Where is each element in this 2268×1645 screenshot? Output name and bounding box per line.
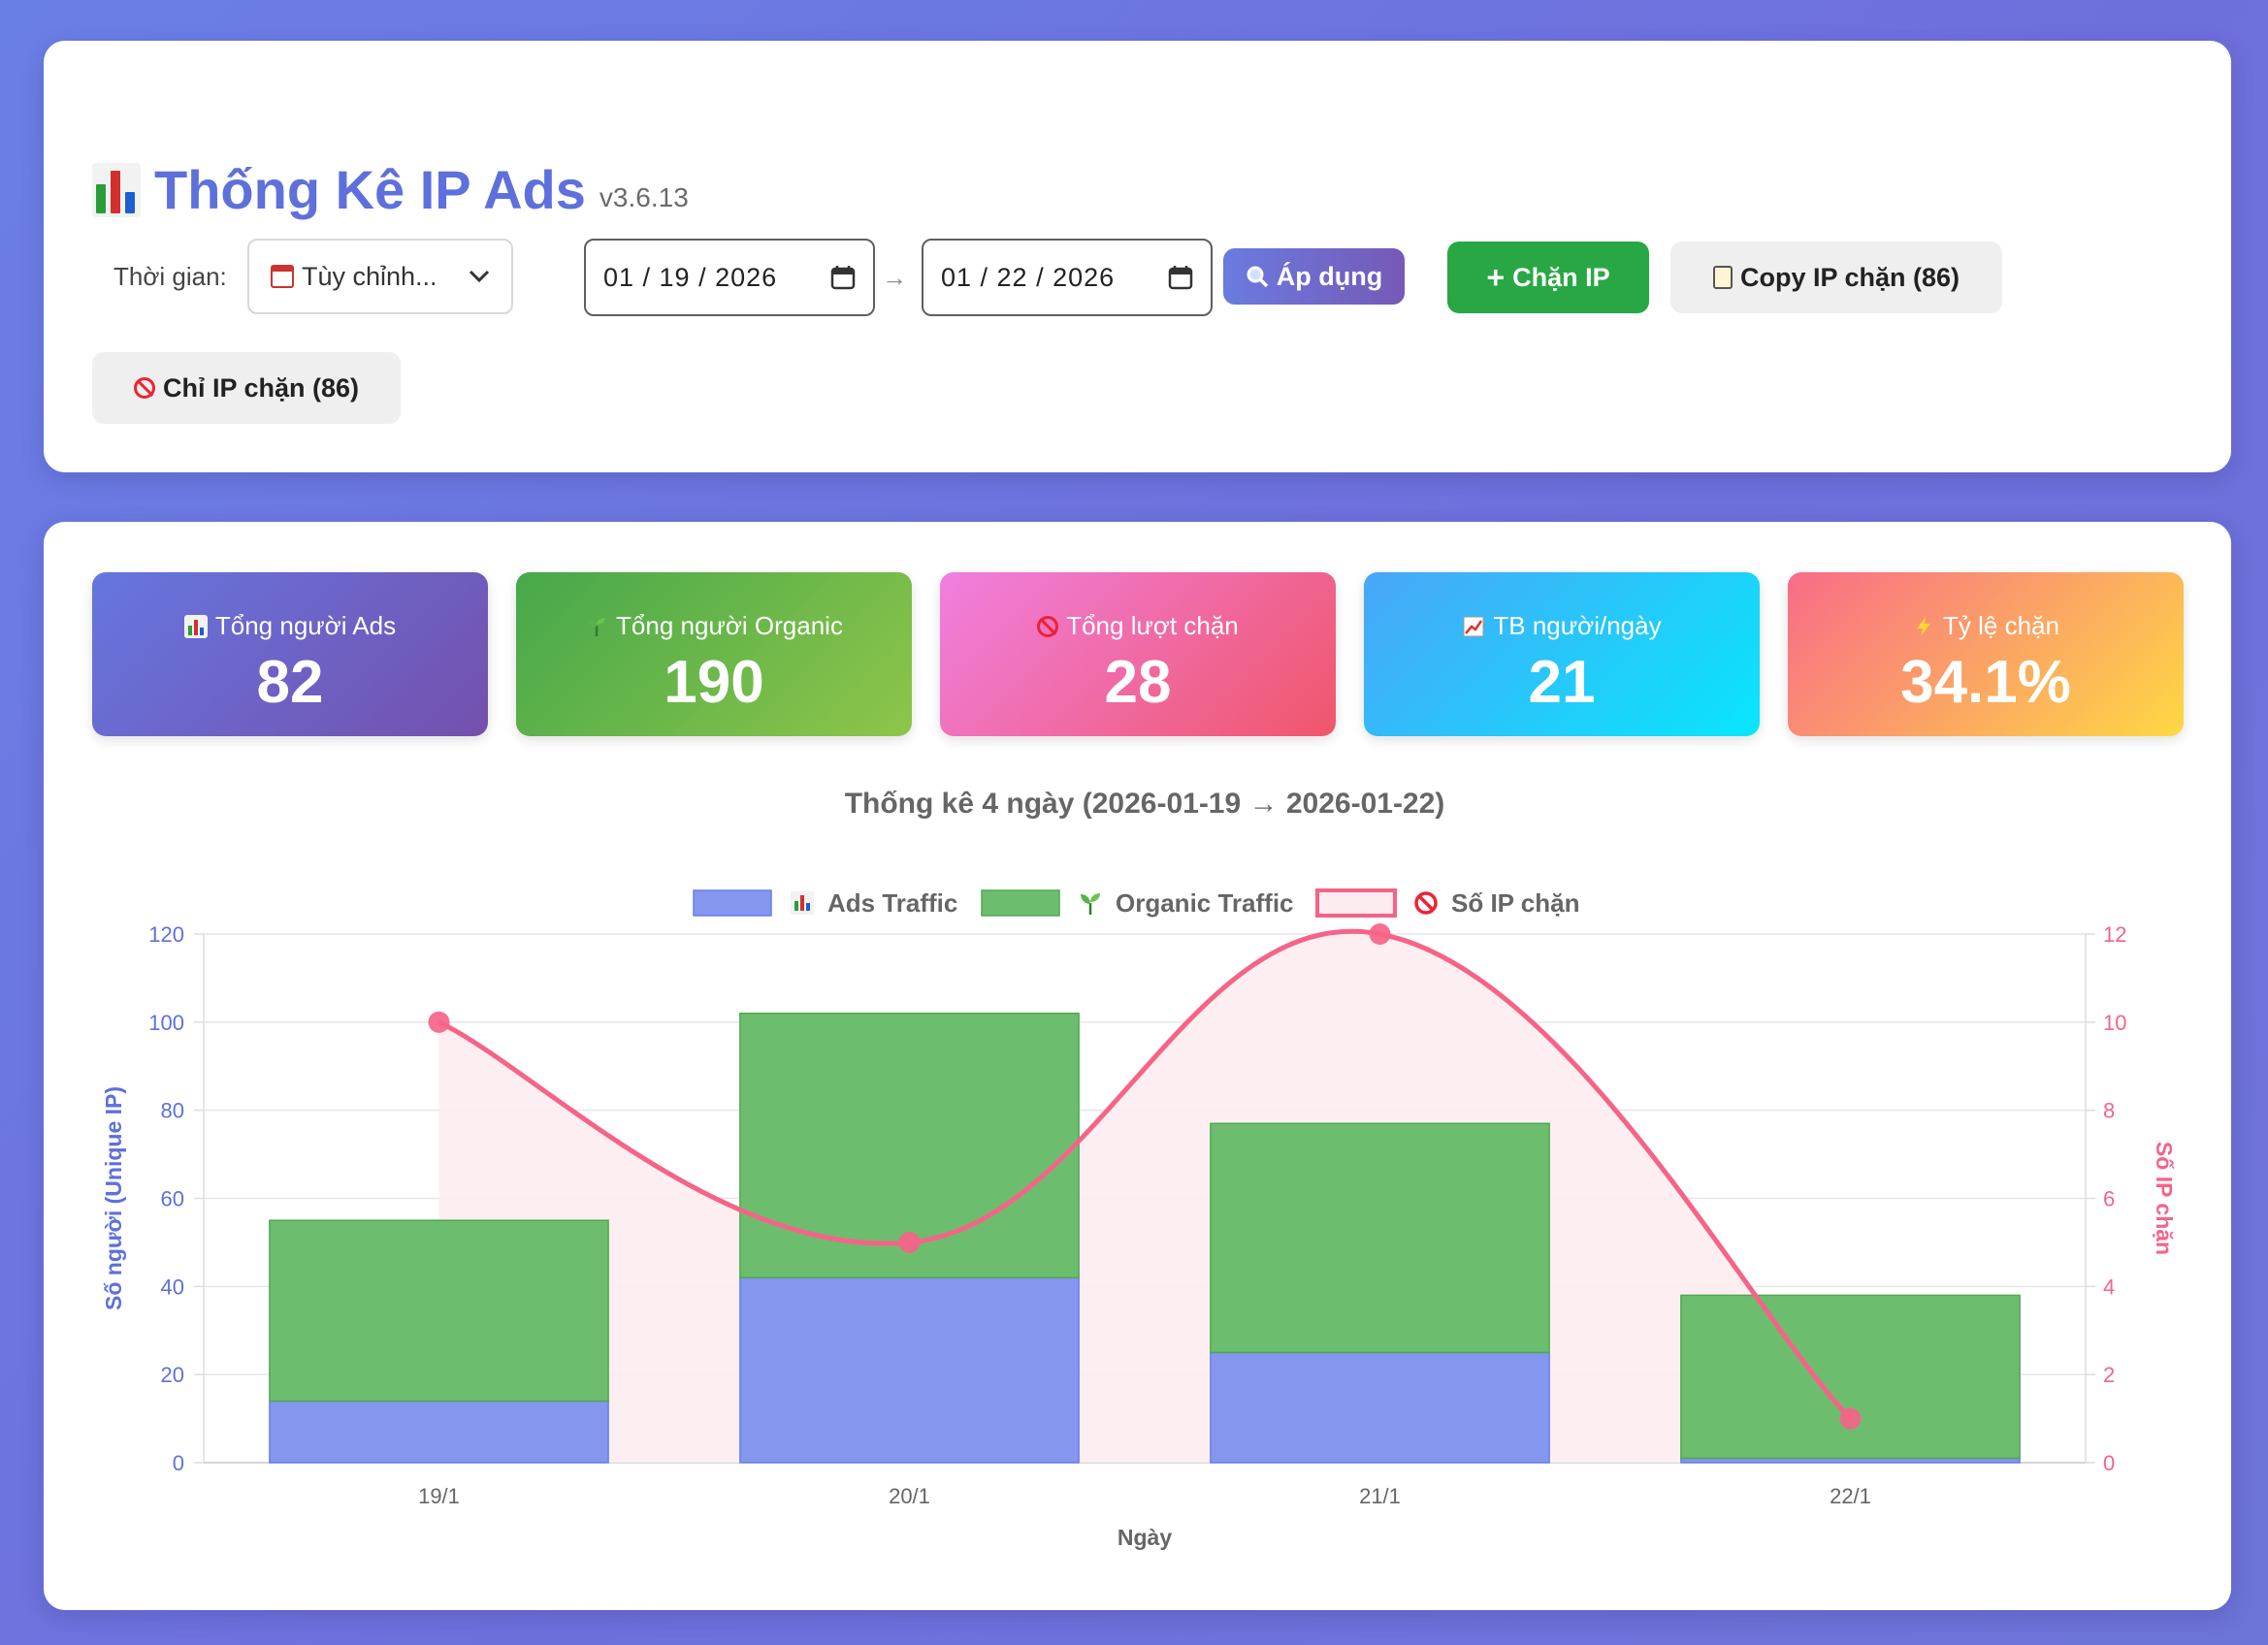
- traffic-chart: Thống kê 4 ngày (2026-01-19 → 2026-01-22…: [101, 788, 2177, 1550]
- y2-tick-label: 8: [2103, 1099, 2115, 1123]
- blocked-point: [898, 1231, 921, 1253]
- bar-chart-icon: [183, 614, 208, 638]
- blocked-point: [1839, 1407, 1862, 1430]
- stat-value: 21: [1528, 649, 1596, 716]
- stats-card: Tổng người Ads 82 Tổng người Organic 190…: [44, 522, 2231, 1610]
- only-blocked-ip-button[interactable]: Chỉ IP chặn (86): [92, 352, 401, 424]
- stat-value: 190: [664, 649, 764, 716]
- x-tick-label: 21/1: [1359, 1484, 1401, 1508]
- bar-ads: [269, 1400, 609, 1464]
- stat-value: 28: [1104, 649, 1172, 716]
- x-axis-title: Ngày: [1118, 1525, 1172, 1550]
- x-tick-label: 20/1: [889, 1484, 930, 1508]
- bar-organic: [1210, 1122, 1550, 1354]
- bar-ads: [739, 1276, 1080, 1464]
- legend-swatch: [1315, 888, 1397, 918]
- block-ip-button[interactable]: + Chặn IP: [1447, 242, 1649, 313]
- y-tick-label: 60: [161, 1187, 184, 1211]
- stat-value: 82: [256, 649, 324, 716]
- y-axis-title: Số người (Unique IP): [101, 1086, 126, 1310]
- blocked-line: [437, 929, 1853, 1421]
- page-title: Thống Kê IP Ads v3.6.13: [92, 149, 689, 217]
- stat-card-blocked: Tổng lượt chặn 28: [940, 572, 1336, 736]
- legend-label: Số IP chặn: [1451, 888, 1579, 918]
- stat-card-organic: Tổng người Organic 190: [516, 572, 912, 736]
- legend-swatch: [981, 889, 1060, 917]
- apply-button[interactable]: Áp dụng: [1223, 248, 1405, 305]
- seedling-icon: [585, 615, 608, 638]
- clipboard-icon: [1712, 266, 1733, 289]
- calendar-icon: [271, 265, 294, 288]
- date-from-input[interactable]: 01 / 19 / 2026: [584, 239, 875, 316]
- ban-icon: [1414, 891, 1438, 915]
- y-tick-label: 20: [161, 1363, 184, 1387]
- blocked-point: [1369, 923, 1391, 945]
- bar-chart-icon: [92, 163, 141, 217]
- blocked-point: [428, 1011, 450, 1033]
- lightning-icon: [1912, 615, 1935, 638]
- stat-value: 34.1%: [1900, 649, 2071, 716]
- bar-chart-icon: [794, 901, 798, 911]
- y-tick-label: 100: [148, 1011, 184, 1035]
- bar-organic: [269, 1219, 609, 1403]
- arrow-right-icon: →: [882, 262, 907, 292]
- bar-ads: [1210, 1351, 1550, 1464]
- ban-icon: [133, 377, 155, 399]
- y2-tick-label: 4: [2103, 1274, 2115, 1299]
- time-label: Thời gian:: [113, 261, 227, 291]
- y2-tick-label: 2: [2103, 1363, 2115, 1387]
- seedling-icon: [1081, 894, 1090, 904]
- x-tick-label: 22/1: [1830, 1484, 1871, 1508]
- bar-chart-icon: [806, 903, 810, 911]
- bar-chart-icon: [800, 895, 804, 911]
- blocked-area: [438, 931, 1851, 1463]
- chevron-down-icon: [469, 270, 490, 283]
- ban-icon: [1037, 615, 1059, 637]
- bar-organic: [1680, 1294, 2021, 1460]
- y2-tick-label: 6: [2103, 1187, 2115, 1211]
- magnifier-icon: [1247, 266, 1269, 288]
- trend-up-icon: [1462, 615, 1485, 638]
- y2-tick-label: 10: [2103, 1011, 2126, 1035]
- date-to-input[interactable]: 01 / 22 / 2026: [922, 239, 1213, 316]
- seedling-icon: [1090, 893, 1100, 902]
- legend-swatch: [693, 889, 772, 917]
- copy-blocked-ip-button[interactable]: Copy IP chặn (86): [1670, 242, 2002, 313]
- x-tick-label: 19/1: [418, 1484, 460, 1508]
- y2-tick-label: 0: [2103, 1451, 2115, 1475]
- y-tick-label: 0: [173, 1451, 184, 1475]
- y2-tick-label: 12: [2103, 922, 2126, 947]
- date-to-value: 01 / 22 / 2026: [941, 262, 1116, 292]
- plus-icon: +: [1486, 260, 1506, 295]
- ban-icon: [1417, 894, 1435, 912]
- filter-card: Thống Kê IP Ads v3.6.13 Thời gian: Tùy c…: [44, 41, 2231, 472]
- chart-title: Thống kê 4 ngày (2026-01-19 → 2026-01-22…: [845, 788, 1445, 820]
- date-from-value: 01 / 19 / 2026: [603, 262, 778, 292]
- calendar-picker-icon[interactable]: [1168, 265, 1193, 290]
- app-title: Thống Kê IP Ads: [154, 159, 586, 220]
- y-tick-label: 80: [161, 1099, 184, 1123]
- y2-axis-title: Số IP chặn: [2152, 1142, 2177, 1255]
- stat-card-avg-per-day: TB người/ngày 21: [1364, 572, 1760, 736]
- legend-label: Ads Traffic: [827, 888, 957, 918]
- y-tick-label: 120: [148, 922, 184, 947]
- app-version: v3.6.13: [599, 182, 689, 212]
- stat-card-block-rate: Tỷ lệ chặn 34.1%: [1788, 572, 2184, 736]
- legend-label: Organic Traffic: [1116, 888, 1294, 918]
- range-select[interactable]: Tùy chỉnh...: [247, 239, 513, 314]
- calendar-picker-icon[interactable]: [830, 265, 856, 290]
- y-tick-label: 40: [161, 1274, 184, 1299]
- range-select-value: Tùy chỉnh...: [302, 261, 437, 291]
- stat-card-ads: Tổng người Ads 82: [92, 572, 488, 736]
